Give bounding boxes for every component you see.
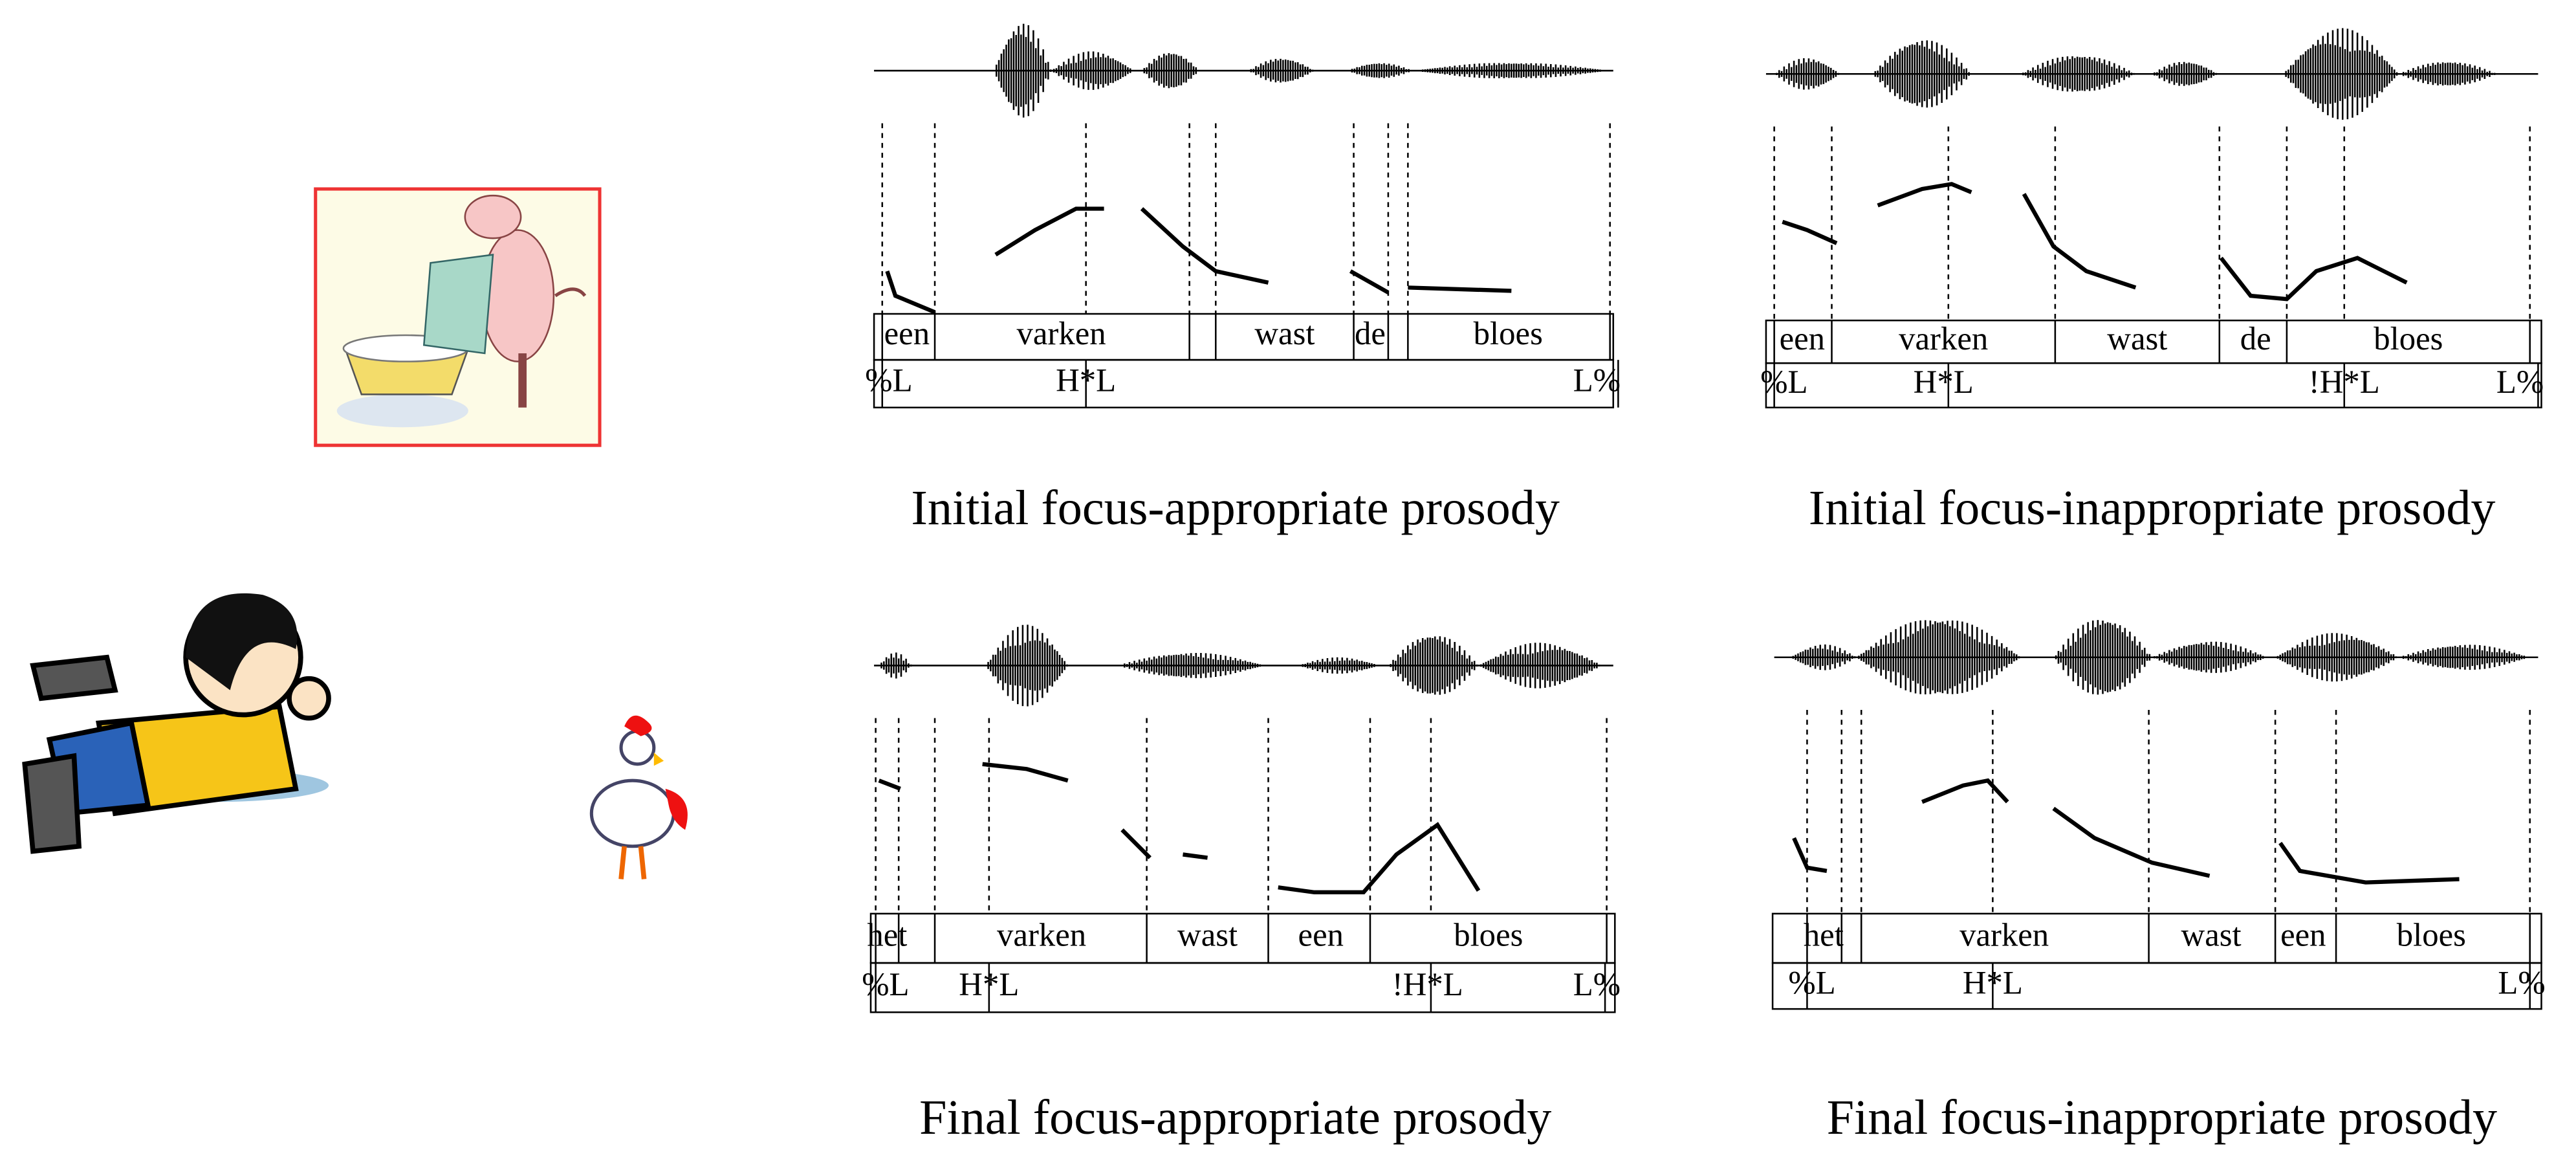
pitch-contour [2219, 256, 2408, 302]
waveform [1765, 28, 2538, 120]
word-label: wast [1177, 917, 1238, 953]
pitch-contour [1120, 828, 1152, 859]
tone-label: L% [1573, 362, 1621, 399]
word-label: bloes [1454, 917, 1523, 953]
tone-label: H*L [1963, 964, 2023, 1000]
boy-picture [22, 593, 331, 854]
panel-caption: Final focus-inappropriate prosody [1827, 1090, 2497, 1145]
word-label: een [1298, 917, 1344, 953]
word-label: bloes [2374, 320, 2443, 357]
pitch-contour [994, 206, 1104, 257]
pitch-contour [1140, 207, 1269, 285]
pitch-contour [982, 762, 1069, 783]
word-label: het [1804, 917, 1844, 953]
prosody-panel: het varken wast een bloes %L H*L !H*L L% Final fo… [862, 624, 1621, 1145]
tone-label: L% [2498, 964, 2545, 1000]
tone-tier [1771, 962, 2542, 1010]
word-label: varken [1959, 917, 2049, 953]
tone-tier [873, 359, 1615, 409]
pitch-contour [2022, 193, 2137, 290]
pitch-contour [1792, 837, 1828, 873]
pitch-contour [1349, 269, 1390, 294]
word-label: varken [997, 917, 1086, 953]
tone-tier [1765, 362, 2542, 409]
pitch-contour [1278, 822, 1481, 895]
word-label: het [867, 917, 907, 953]
pitch-contour [2278, 841, 2460, 885]
prosody-panel: een varken wast de bloes %L H*L !H*L L% Initial f… [1760, 28, 2544, 535]
tone-label: H*L [959, 966, 1019, 1002]
tone-label: L% [2496, 364, 2544, 400]
word-label: de [1355, 315, 1386, 351]
waveform [874, 624, 1613, 707]
pitch-contour [1183, 852, 1208, 860]
word-label: bloes [1474, 315, 1543, 351]
word-label: varken [1017, 315, 1106, 351]
tone-label: %L [1760, 364, 1807, 400]
pitch-contour [1782, 219, 1838, 245]
word-label: bloes [2397, 917, 2466, 953]
tone-label: H*L [1056, 362, 1116, 399]
pitch-contour [1877, 182, 1972, 208]
tone-label: H*L [1914, 364, 1974, 400]
pitch-contour [1408, 285, 1512, 293]
tone-label: %L [865, 362, 912, 399]
pitch-contour [2052, 806, 2210, 878]
waveform [874, 23, 1613, 118]
word-label: wast [2181, 917, 2242, 953]
word-label: wast [2107, 320, 2167, 357]
pitch-contour [885, 270, 936, 315]
panel-caption: Initial focus-appropriate prosody [911, 481, 1560, 535]
prosody-panel: het varken wast een bloes %L H*L L% Final focus-… [1771, 620, 2546, 1145]
tone-tier [869, 962, 1616, 1013]
word-label: een [884, 315, 930, 351]
panel-caption: Initial focus-inappropriate prosody [1809, 481, 2496, 535]
word-label: varken [1899, 320, 1988, 357]
tone-label: !H*L [1392, 966, 1463, 1002]
waveform [1774, 620, 2538, 695]
word-label: wast [1254, 315, 1315, 351]
pitch-contour [1921, 778, 2009, 804]
word-label: een [1780, 320, 1825, 357]
pig-picture [314, 187, 602, 447]
tone-label: !H*L [2309, 364, 2380, 400]
tone-label: L% [1573, 966, 1621, 1002]
pitch-contour [878, 778, 901, 791]
word-label: een [2280, 917, 2326, 953]
panel-caption: Final focus-appropriate prosody [919, 1090, 1551, 1145]
tone-label: %L [862, 966, 909, 1002]
tone-label: %L [1788, 964, 1835, 1000]
prosody-panel: een varken wast de bloes %L H*L L% Initial focus… [865, 23, 1621, 535]
word-label: de [2240, 320, 2271, 357]
rooster-picture [589, 715, 688, 879]
